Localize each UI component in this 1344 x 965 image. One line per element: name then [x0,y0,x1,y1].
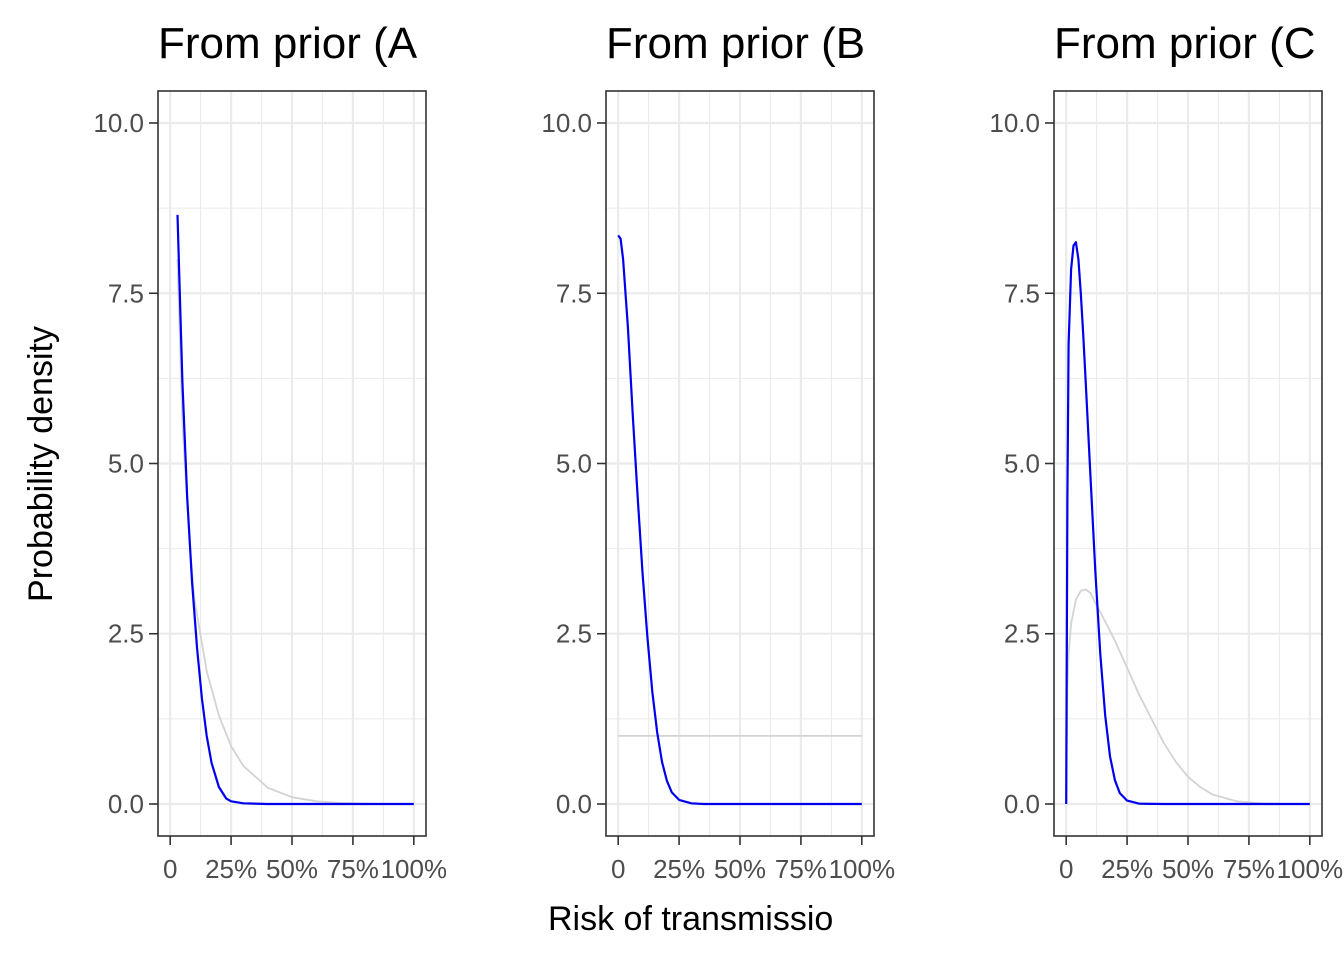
panel-2: 0.0 2.5 5.0 7.5 10.0 0 25% 50% 75% 100% From prior… [541,19,895,884]
y-tick-label: 2.5 [1004,619,1040,649]
x-axis-title: Risk of transmissio [548,900,833,938]
x-tick-label: 25% [205,854,257,884]
x-tick-label: 75% [1223,854,1275,884]
posterior-density-line [1065,241,1310,806]
y-tick-label: 7.5 [1004,278,1040,308]
x-tick-label: 50% [266,854,318,884]
y-tick-label: 0.0 [108,789,144,819]
x-tick-label: 0 [1059,854,1073,884]
posterior-density-line [176,214,414,806]
x-tick-label: 25% [1101,854,1153,884]
prior-density-line [1065,588,1310,805]
panel-3: 0.0 2.5 5.0 7.5 10.0 0 25% 50% 75% 100% From prior… [989,19,1343,884]
y-tick-label: 10.0 [541,108,592,138]
x-tick-label: 100% [381,854,448,884]
panel-title: From prior (B [606,19,865,68]
y-tick-label: 5.0 [1004,449,1040,479]
panel-title: From prior (C [1054,19,1316,68]
y-tick-label: 7.5 [556,278,592,308]
panels-container: 0.02.55.07.510.00 25% 50% 75% 100%From prior… [93,19,1343,884]
x-tick-label: 100% [1277,854,1344,884]
y-tick-label: 0.0 [556,789,592,819]
y-tick-label: 2.5 [556,619,592,649]
y-tick-label: 7.5 [108,278,144,308]
x-tick-label: 100% [829,854,896,884]
y-tick-label: 10.0 [93,108,144,138]
x-tick-label: 75% [327,854,379,884]
x-tick-label: 50% [1162,854,1214,884]
x-tick-label: 0 [163,854,177,884]
panel-title: From prior (A [158,19,418,68]
y-tick-label: 0.0 [1004,789,1040,819]
x-tick-label: 25% [653,854,705,884]
x-tick-label: 0 [611,854,625,884]
x-tick-label: 50% [714,854,766,884]
y-tick-label: 5.0 [108,449,144,479]
y-tick-label: 5.0 [556,449,592,479]
y-axis-title: Probability density [22,326,60,602]
panel-1: 0.0 2.5 5.0 7.5 10.0 0 25% 50% 75% 100% From prior… [93,19,448,884]
y-tick-label: 10.0 [989,108,1040,138]
x-tick-label: 75% [775,854,827,884]
posterior-density-line [617,234,862,806]
y-tick-label: 2.5 [108,619,144,649]
